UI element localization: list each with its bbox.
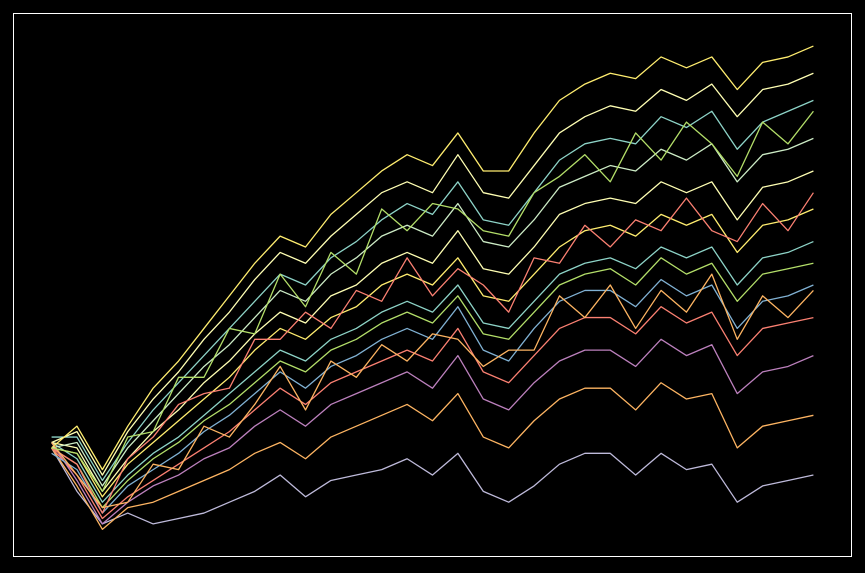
line-series bbox=[51, 257, 814, 509]
line-series bbox=[51, 306, 814, 520]
line-series bbox=[51, 170, 814, 492]
line-series bbox=[51, 382, 814, 530]
line-series bbox=[51, 72, 814, 476]
line-series bbox=[51, 338, 814, 525]
line-series bbox=[51, 208, 814, 498]
line-series bbox=[51, 192, 814, 514]
line-series bbox=[51, 99, 814, 482]
line-series bbox=[51, 278, 814, 514]
line-series bbox=[51, 273, 814, 509]
line-series bbox=[51, 45, 814, 471]
plot-frame bbox=[13, 13, 852, 557]
line-series bbox=[51, 240, 814, 503]
line-series bbox=[51, 447, 814, 525]
line-series bbox=[51, 137, 814, 487]
line-series bbox=[51, 110, 814, 492]
